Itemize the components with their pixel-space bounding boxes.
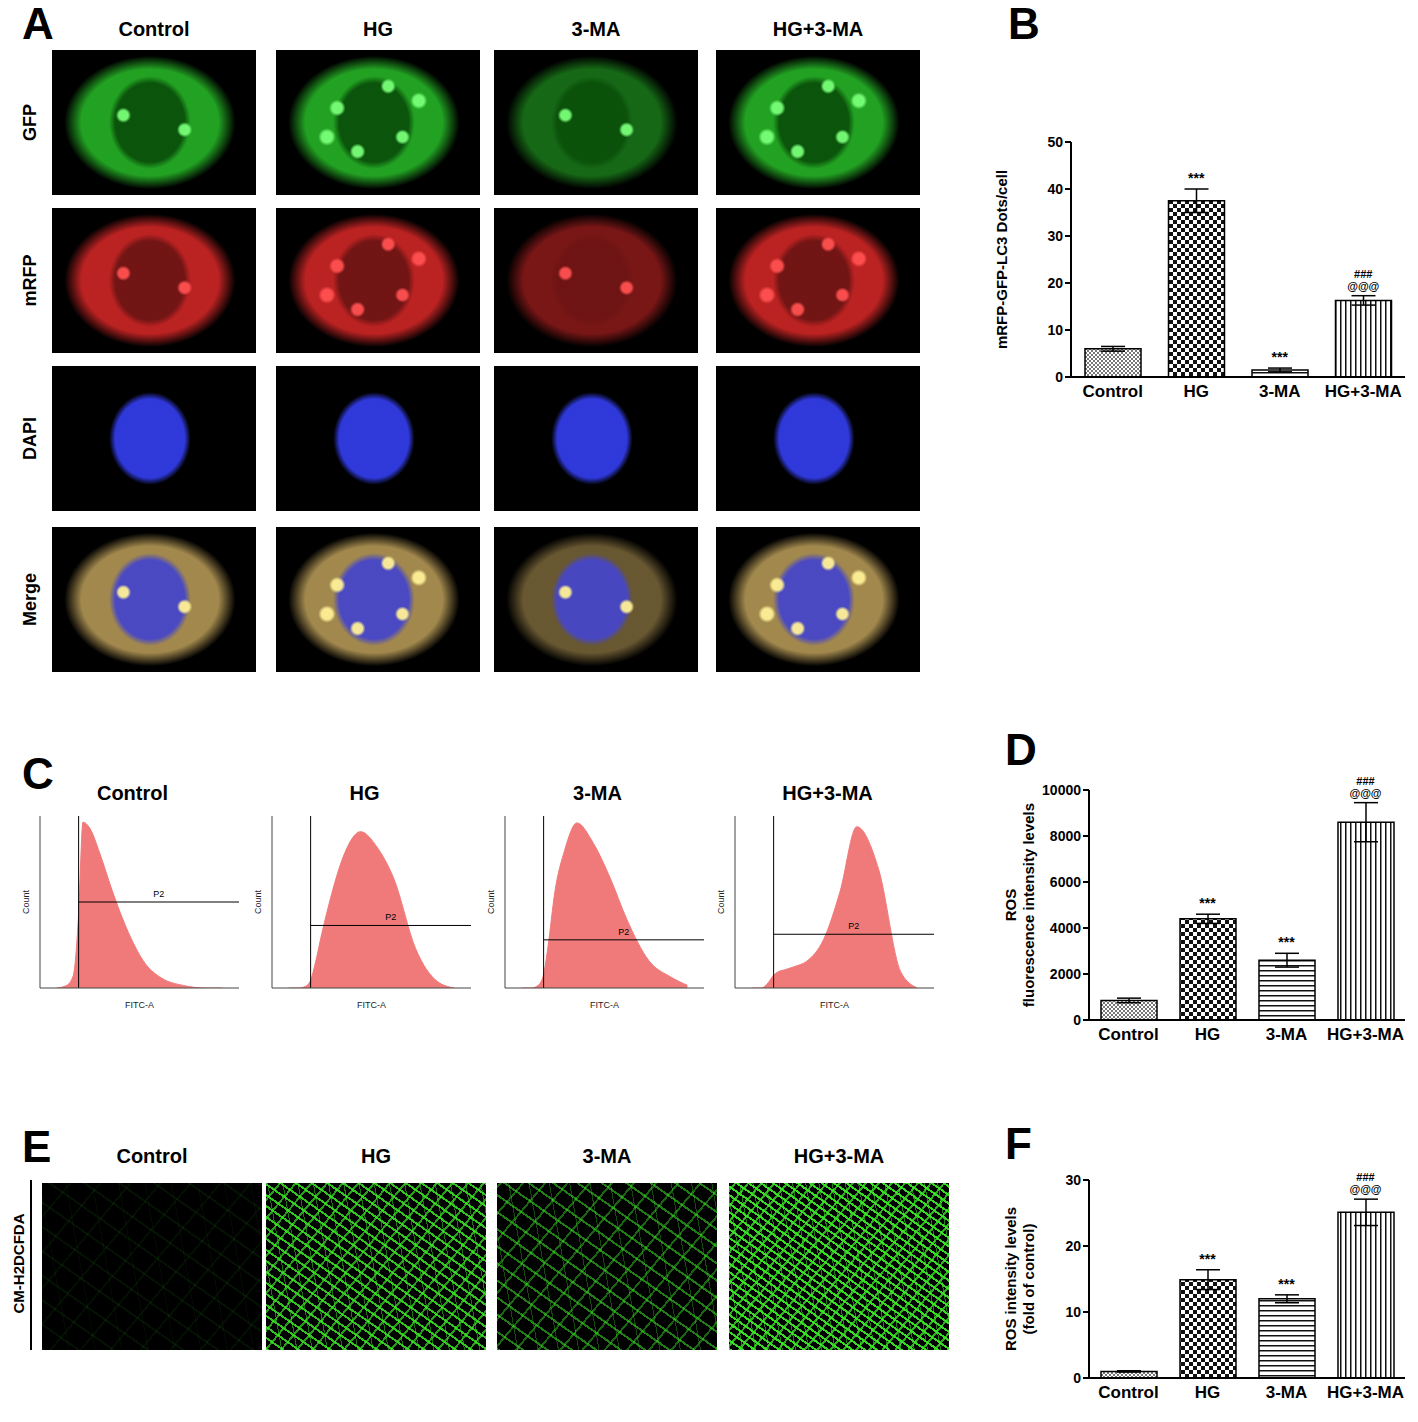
svg-text:3-MA: 3-MA (1266, 1025, 1308, 1044)
html-text:HG: HG (363, 18, 393, 40)
html-text:Control: Control (97, 782, 168, 804)
svg-text:Control: Control (1098, 1025, 1158, 1044)
html-text:D: D (1005, 725, 1037, 774)
svg-text:8000: 8000 (1050, 828, 1081, 844)
html-text:Merge: Merge (19, 573, 40, 626)
svg-text:ROSfluorescence intensity leve: ROSfluorescence intensity levels (1002, 803, 1037, 1007)
svg-text:20: 20 (1047, 275, 1063, 291)
svg-text:6000: 6000 (1050, 874, 1081, 890)
svg-text:3-MA: 3-MA (1259, 382, 1301, 401)
svg-text:Count: Count (716, 890, 726, 915)
html-text:HG+3-MA: HG+3-MA (793, 1145, 885, 1167)
html-text:Control: Control (118, 18, 190, 40)
html-text:HG+3-MA: HG+3-MA (772, 18, 864, 40)
svg-text:FITC-A: FITC-A (820, 1000, 849, 1010)
svg-text:Count: Count (21, 890, 31, 915)
svg-text:Control: Control (1098, 1383, 1158, 1402)
svg-text:HG+3-MA: HG+3-MA (1327, 1025, 1404, 1044)
svg-text:FITC-A: FITC-A (590, 1000, 619, 1010)
svg-text:***: *** (1188, 170, 1205, 186)
svg-text:FITC-A: FITC-A (125, 1000, 154, 1010)
html-text:DAPI: DAPI (19, 417, 40, 460)
svg-text:Control: Control (1083, 382, 1143, 401)
svg-text:0: 0 (1055, 369, 1063, 385)
svg-text:ROS intensity levels(fold of c: ROS intensity levels(fold of control) (1002, 1207, 1037, 1351)
html-text:3-MA: 3-MA (573, 782, 622, 804)
svg-text:20: 20 (1065, 1238, 1081, 1254)
html-text:C: C (22, 749, 54, 798)
svg-text:***: *** (1278, 934, 1295, 950)
svg-text:Count: Count (253, 890, 263, 915)
html-text:3-MA: 3-MA (571, 18, 621, 40)
svg-text:3-MA: 3-MA (1266, 1383, 1308, 1402)
html-text:HG: HG (349, 782, 380, 804)
svg-text:HG: HG (1184, 382, 1210, 401)
svg-text:###@@@: ###@@@ (1349, 1171, 1381, 1195)
svg-text:50: 50 (1047, 134, 1063, 150)
svg-text:10000: 10000 (1042, 782, 1081, 798)
svg-text:40: 40 (1047, 181, 1063, 197)
svg-text:HG: HG (1195, 1383, 1221, 1402)
svg-text:P2: P2 (385, 912, 396, 922)
svg-text:10: 10 (1047, 322, 1063, 338)
html-text:HG+3-MA: HG+3-MA (782, 782, 873, 804)
svg-text:P2: P2 (153, 889, 164, 899)
svg-text:2000: 2000 (1050, 966, 1081, 982)
html-text:CM-H2DCFDA: CM-H2DCFDA (9, 1213, 27, 1314)
html-text:F: F (1005, 1119, 1032, 1168)
svg-text:0: 0 (1073, 1370, 1081, 1386)
html-text:mRFP: mRFP (19, 254, 40, 307)
svg-text:HG+3-MA: HG+3-MA (1327, 1383, 1404, 1402)
svg-text:***: *** (1278, 1276, 1295, 1292)
html-text:HG: HG (361, 1145, 391, 1167)
svg-text:4000: 4000 (1050, 920, 1081, 936)
svg-text:0: 0 (1073, 1012, 1081, 1028)
html-text:B: B (1008, 0, 1040, 48)
svg-text:Count: Count (486, 890, 496, 915)
svg-text:###@@@: ###@@@ (1349, 775, 1381, 799)
svg-text:***: *** (1272, 349, 1289, 365)
svg-text:mRFP-GFP-LC3 Dots/cell: mRFP-GFP-LC3 Dots/cell (993, 170, 1010, 349)
html-text:E: E (22, 1122, 52, 1171)
html-text:GFP: GFP (19, 104, 40, 141)
html-text:A: A (22, 0, 54, 48)
svg-text:***: *** (1199, 895, 1216, 911)
svg-text:###@@@: ###@@@ (1347, 268, 1379, 292)
svg-text:P2: P2 (618, 927, 629, 937)
svg-text:30: 30 (1047, 228, 1063, 244)
svg-text:FITC-A: FITC-A (357, 1000, 386, 1010)
svg-text:30: 30 (1065, 1172, 1081, 1188)
svg-text:10: 10 (1065, 1304, 1081, 1320)
svg-text:P2: P2 (848, 921, 859, 931)
html-text:3-MA: 3-MA (582, 1145, 632, 1167)
svg-text:HG: HG (1195, 1025, 1221, 1044)
svg-text:***: *** (1199, 1251, 1216, 1267)
html-text:Control: Control (116, 1145, 188, 1167)
svg-text:HG+3-MA: HG+3-MA (1325, 382, 1402, 401)
